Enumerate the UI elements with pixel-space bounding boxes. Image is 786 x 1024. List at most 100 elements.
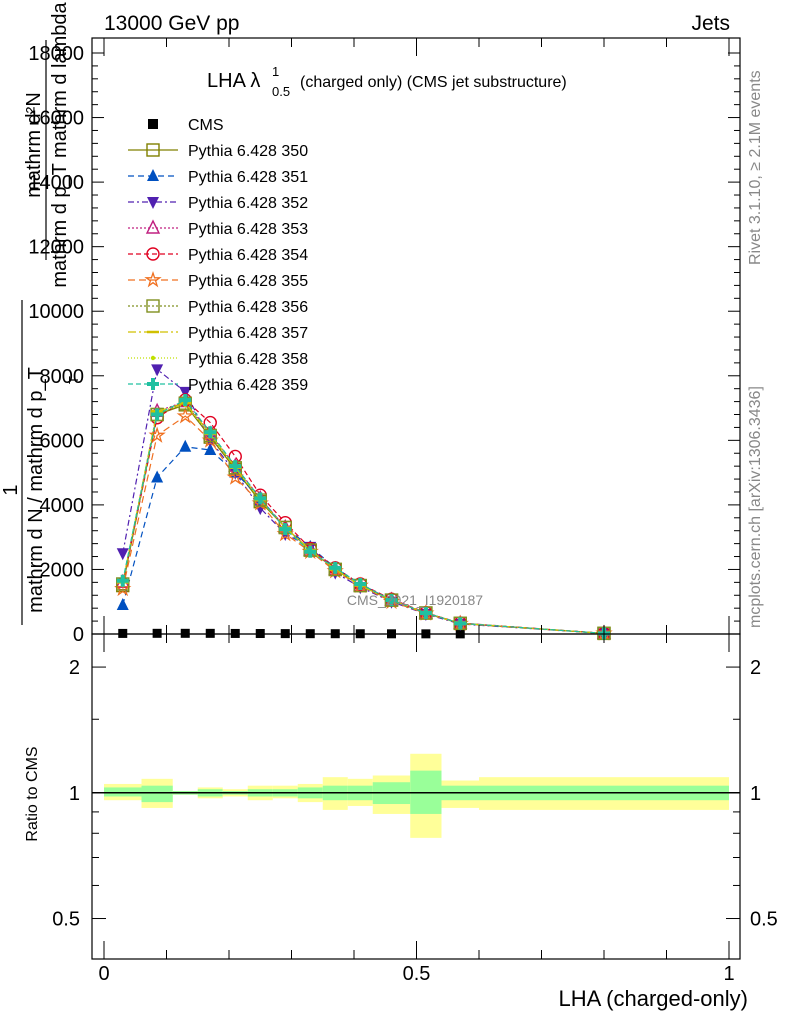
main-y-tick-label: 12000 [28, 237, 84, 259]
main-y-axis: 0 2000 4000 6000 8000 10000 12000 14000 16000 180… [28, 43, 740, 646]
plot-title: LHA λ 1 0.5 (charged only) (CMS jet subs… [207, 64, 567, 99]
data-point [385, 594, 398, 607]
main-y-tick-label: 8000 [40, 366, 85, 388]
main-y-tick-label: 10000 [28, 301, 84, 323]
legend: CMS Pythia 6.428 350 Pythia 6.428 351 Pythi… [128, 117, 308, 394]
series-line [122, 404, 605, 634]
main-y-tick-label: 2000 [40, 559, 85, 581]
legend-label: Pythia 6.428 350 [188, 143, 308, 160]
ratio-y-tick-label-right: 2 [750, 657, 761, 679]
series-line [122, 399, 605, 634]
main-y-tick-label: 18000 [28, 43, 84, 65]
legend-entry: Pythia 6.428 355 [128, 270, 308, 290]
data-point [204, 443, 217, 456]
data-point [148, 119, 158, 129]
ylabel-sub-T: T [66, 376, 81, 384]
ylabel-prefix-bottom: mathrm d N / mathrm d p_T [25, 367, 47, 613]
data-point [454, 617, 467, 630]
ylabel-frac-bottom: mathrm d p_T mathrm d lambda [49, 1, 71, 287]
ratio-band-inner [141, 785, 173, 803]
legend-label: Pythia 6.428 353 [188, 221, 308, 238]
legend-label: Pythia 6.428 351 [188, 169, 308, 186]
data-point [146, 247, 160, 261]
ratio-band-inner [104, 787, 142, 797]
ratio-y-axis: 0.5 0.5 1 1 2 2 [52, 657, 778, 930]
data-point [147, 169, 159, 181]
main-y-tick-label: 0 [73, 624, 84, 646]
data-point [151, 408, 164, 421]
data-point [329, 561, 342, 574]
main-y-tick-label: 6000 [40, 430, 85, 452]
data-point [116, 548, 129, 561]
data-point [147, 197, 159, 209]
data-point [179, 386, 192, 399]
ylabel-prefix-top: 1 [0, 484, 22, 495]
main-ylabel: mathrm d²N mathrm d p_T mathrm d lambda … [0, 1, 81, 625]
data-point [116, 597, 129, 610]
x-tick-label: 0.5 [403, 963, 431, 985]
data-point [179, 393, 192, 406]
main-y-tick-label: 14000 [28, 172, 84, 194]
title-rest: (charged only) (CMS jet substructure) [300, 74, 567, 91]
data-point [147, 378, 159, 390]
series-10 [116, 393, 610, 640]
legend-label: Pythia 6.428 352 [188, 195, 308, 212]
data-point [205, 628, 215, 638]
legend-entry: Pythia 6.428 357 [128, 325, 308, 342]
legend-label: CMS [188, 117, 224, 134]
legend-label: Pythia 6.428 357 [188, 325, 308, 342]
legend-label: Pythia 6.428 356 [188, 299, 308, 316]
data-point [146, 299, 160, 313]
energy-label: 13000 GeV pp [104, 12, 239, 35]
rivet-label: Rivet 3.1.10, ≥ 2.1M events [747, 70, 764, 265]
data-point [151, 470, 164, 483]
x-tick-label: 0 [98, 963, 109, 985]
x-tick-label: 1 [723, 963, 734, 985]
main-y-tick-label: 4000 [40, 495, 85, 517]
legend-label: Pythia 6.428 358 [188, 351, 308, 368]
data-point [152, 628, 162, 638]
legend-entry: Pythia 6.428 353 [128, 219, 308, 238]
legend-entry: Pythia 6.428 354 [128, 247, 308, 264]
legend-entry: Pythia 6.428 359 [128, 377, 308, 394]
x-axis: 0 0.5 1 [98, 38, 735, 985]
data-point [204, 426, 217, 439]
ratio-y-tick-label: 2 [69, 657, 80, 679]
data-point [146, 143, 160, 157]
data-point [116, 574, 129, 587]
main-panel: 0 2000 4000 6000 8000 10000 12000 14000 16000 180… [0, 1, 741, 646]
data-point [179, 439, 192, 452]
data-point [419, 607, 432, 620]
legend-label: Pythia 6.428 355 [188, 273, 308, 290]
data-point [279, 523, 292, 536]
data-point [144, 270, 162, 288]
legend-entry: Pythia 6.428 352 [128, 195, 308, 212]
legend-entry: Pythia 6.428 350 [128, 143, 308, 160]
data-point [150, 355, 156, 361]
mcplots-label: mcplots.cern.ch [arXiv:1306.3436] [747, 386, 764, 628]
data-point [254, 492, 267, 505]
ratio-bands [104, 753, 729, 838]
process-label: Jets [691, 12, 730, 35]
legend-entry: Pythia 6.428 358 [128, 351, 308, 368]
legend-label: Pythia 6.428 354 [188, 247, 308, 264]
ratio-panel: 0.5 0.51 12 2 0 0.5 1 Ratio to CMS LHA (charg… [24, 38, 778, 1011]
series-2 [116, 439, 610, 639]
data-point [151, 364, 164, 377]
legend-entry: CMS [148, 117, 224, 134]
ratio-y-tick-label-right: 1 [750, 783, 761, 805]
data-point [229, 460, 242, 473]
data-point [176, 406, 194, 424]
main-y-tick-label: 16000 [28, 108, 84, 130]
ratio-y-tick-label-right: 0.5 [750, 909, 778, 931]
ratio-y-tick-label: 0.5 [52, 909, 80, 931]
data-point [354, 577, 367, 590]
data-point [145, 219, 161, 234]
title-sup: 1 [272, 64, 279, 79]
x-axis-label: LHA (charged-only) [558, 986, 748, 1011]
main-series [114, 364, 613, 641]
data-point [304, 545, 317, 558]
watermark: CMS_2021_I1920187 [347, 592, 483, 608]
title-main: LHA λ [207, 70, 260, 92]
